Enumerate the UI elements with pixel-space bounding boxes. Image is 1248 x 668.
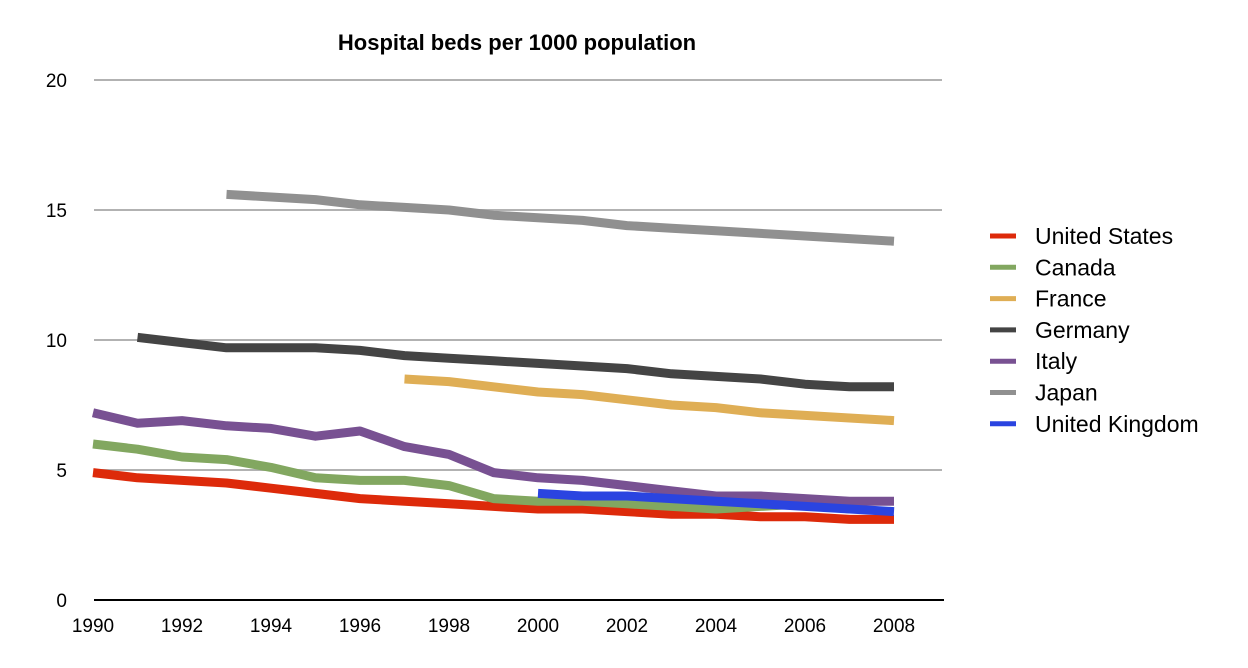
x-tick-label: 2008 — [873, 616, 915, 637]
legend-label: Italy — [1035, 348, 1078, 374]
series-line-italy — [91, 408, 894, 506]
x-tick-label: 2004 — [695, 616, 738, 637]
legend-label: United Kingdom — [1035, 411, 1199, 437]
x-axis-tick-labels: 1990 1992 1994 1996 1998 2000 2002 2004 2006 2008 — [72, 616, 915, 637]
legend: United States Canada France Germany Italy Jap… — [990, 223, 1199, 437]
gridlines — [94, 79, 942, 471]
series-line-japan — [226, 189, 895, 246]
legend-label: Canada — [1035, 254, 1116, 280]
x-tick-label: 1996 — [339, 616, 381, 637]
series-line-united-kingdom — [537, 488, 895, 517]
y-tick-label: 10 — [46, 331, 67, 352]
y-tick-label: 5 — [56, 461, 67, 482]
x-tick-label: 2006 — [784, 616, 826, 637]
legend-label: Germany — [1035, 317, 1130, 343]
legend-label: France — [1035, 286, 1107, 312]
y-tick-label: 0 — [56, 591, 67, 612]
legend-label: Japan — [1035, 380, 1098, 406]
legend-label: United States — [1035, 223, 1173, 249]
y-tick-label: 20 — [46, 71, 67, 92]
chart-title: Hospital beds per 1000 population — [338, 30, 696, 55]
x-tick-label: 1998 — [428, 616, 470, 637]
legend-item: Germany — [990, 317, 1130, 343]
x-tick-label: 1992 — [161, 616, 203, 637]
x-tick-label: 2002 — [606, 616, 648, 637]
series-line-germany — [136, 332, 894, 392]
series-line-united-states — [92, 468, 894, 524]
x-tick-label: 1990 — [72, 616, 114, 637]
y-axis-tick-labels: 0 5 10 15 20 — [46, 71, 67, 612]
series-lines — [91, 189, 895, 524]
x-tick-label: 1994 — [250, 616, 293, 637]
legend-item: United States — [990, 223, 1173, 249]
legend-item: United Kingdom — [990, 411, 1199, 437]
legend-item: Italy — [990, 348, 1078, 374]
legend-item: Canada — [990, 254, 1116, 280]
series-line-france — [404, 374, 895, 426]
legend-item: France — [990, 286, 1107, 312]
legend-item: Japan — [990, 380, 1098, 406]
y-tick-label: 15 — [46, 201, 67, 222]
x-tick-label: 2000 — [517, 616, 559, 637]
series-line-canada — [92, 439, 851, 514]
